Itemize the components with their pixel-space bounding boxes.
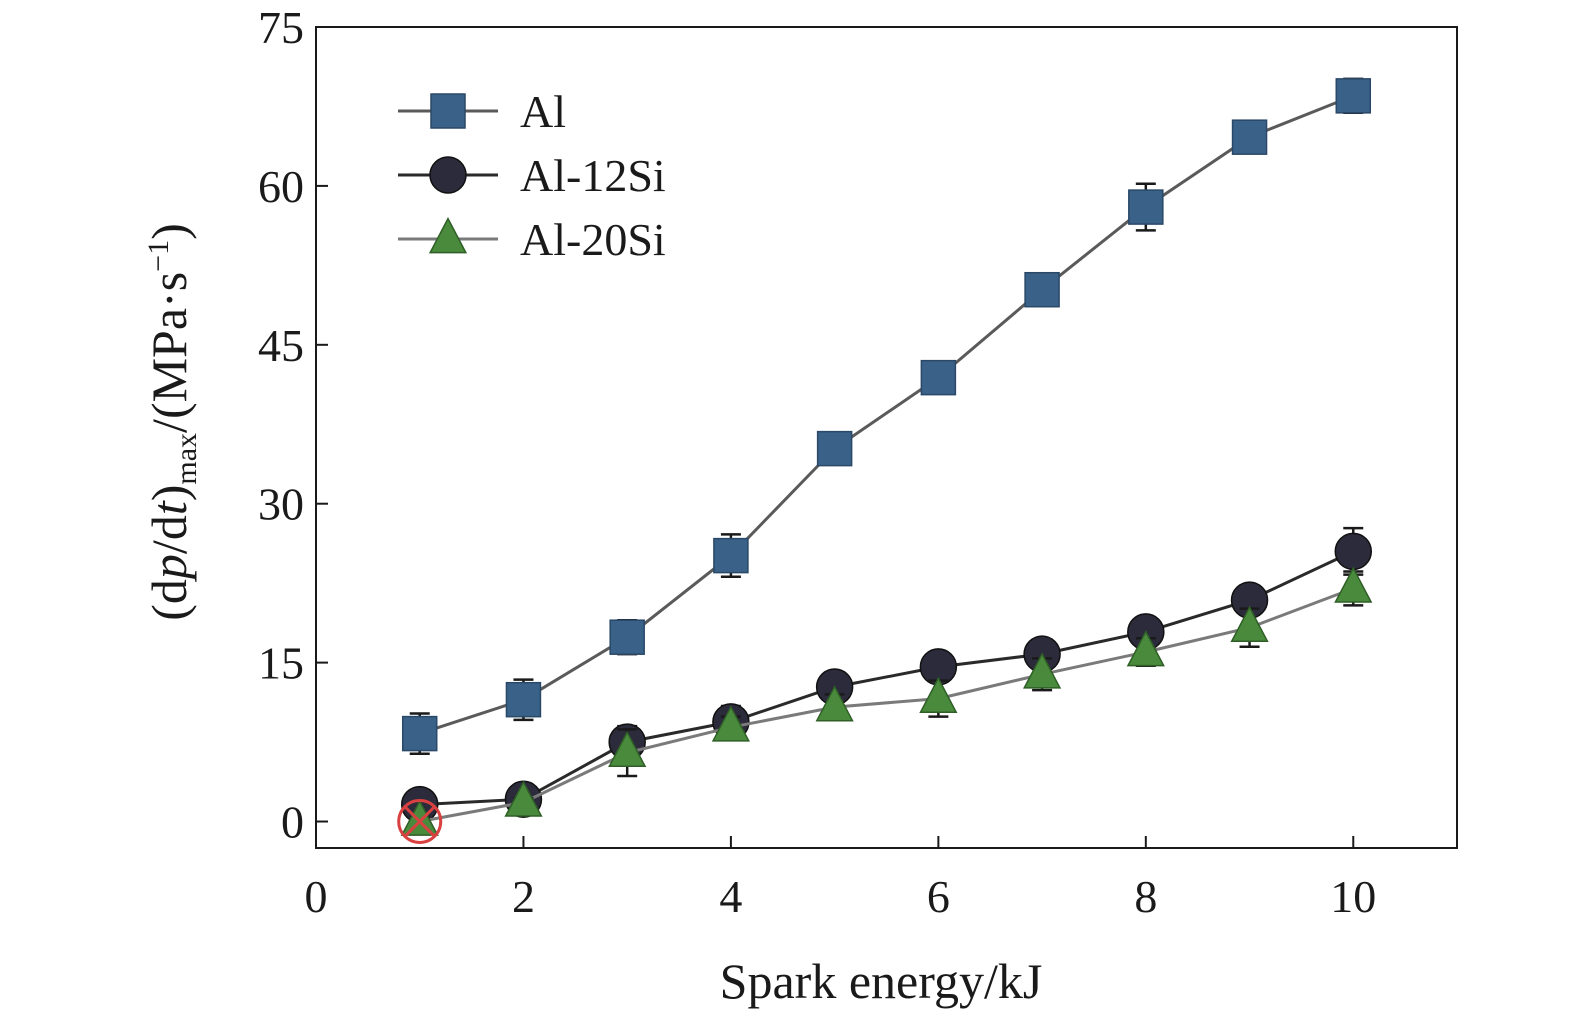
marker-square — [401, 715, 438, 752]
marker-square — [609, 619, 645, 655]
x-axis: 0 2 4 6 8 10 — [305, 836, 1376, 922]
marker-triangle — [711, 705, 750, 742]
marker-triangle — [608, 730, 647, 768]
x-tick-label: 8 — [1134, 871, 1157, 922]
legend-label: Al-20Si — [520, 214, 666, 265]
y-axis-title-superscript: −1 — [142, 240, 175, 272]
y-tick-label: 30 — [258, 479, 304, 530]
legend-item-Al-20Si: Al-20Si — [398, 214, 666, 265]
marker-triangle — [1230, 605, 1269, 643]
marker-triangle — [400, 799, 439, 836]
marker-triangle — [504, 780, 543, 817]
marker-triangle-legend — [428, 216, 468, 254]
series-line — [419, 550, 1354, 807]
x-tick-label: 2 — [512, 871, 535, 922]
marker-square — [1128, 189, 1164, 225]
y-axis-title-units: /(MPa·s — [141, 272, 197, 433]
marker-square — [505, 681, 542, 718]
series-Al-20Si — [400, 566, 1373, 836]
marker-triangle — [815, 685, 854, 722]
marker-triangle — [919, 676, 958, 713]
legend-item-Al-12Si: Al-12Si — [398, 150, 666, 201]
marker-square — [1335, 78, 1372, 114]
y-tick-label: 15 — [258, 638, 304, 689]
y-axis-title: (dp/dt)max/(MPa·s−1) — [141, 223, 203, 620]
y-tick-label: 45 — [258, 320, 304, 371]
marker-triangle — [1023, 652, 1062, 689]
marker-square — [1024, 271, 1060, 308]
marker-square — [816, 430, 853, 467]
y-tick-label: 0 — [281, 797, 304, 848]
series-line — [419, 587, 1354, 823]
series-Al — [401, 77, 1372, 755]
marker-triangle — [1334, 566, 1373, 603]
x-axis-title: Spark energy/kJ — [720, 953, 1043, 1009]
marker-circle-legend — [429, 156, 467, 194]
series-line — [419, 94, 1354, 736]
y-axis-title-end: ) — [141, 223, 197, 240]
annotation-layer — [397, 799, 443, 845]
y-axis: 0 15 30 45 60 75 — [258, 2, 328, 848]
x-tick-label: 6 — [927, 871, 950, 922]
legend-label: Al — [520, 86, 566, 137]
y-axis-title-slash: /d — [141, 515, 197, 554]
y-axis-title-subscript: max — [170, 433, 203, 485]
marker-square-legend — [430, 93, 466, 129]
marker-circle — [1334, 532, 1373, 571]
y-tick-label: 75 — [258, 2, 304, 53]
x-tick-label: 4 — [719, 871, 742, 922]
y-axis-title-t: t — [141, 500, 197, 515]
y-axis-title-close: ) — [141, 485, 197, 502]
legend: Al Al-12Si Al-20Si — [398, 86, 666, 265]
marker-triangle — [1126, 630, 1165, 667]
legend-label: Al-12Si — [520, 150, 666, 201]
x-tick-label: 0 — [305, 871, 328, 922]
marker-square — [920, 359, 957, 396]
y-axis-title-prefix: (d — [141, 579, 197, 621]
series-Al-12Si — [400, 526, 1373, 824]
marker-square — [713, 537, 749, 574]
y-tick-label: 60 — [258, 161, 304, 212]
x-tick-label: 10 — [1330, 871, 1376, 922]
y-axis-title-p: p — [141, 554, 197, 582]
annotation-circle — [397, 799, 443, 845]
plot-frame — [315, 26, 1458, 849]
legend-item-Al: Al — [398, 86, 566, 137]
marker-square — [1231, 119, 1268, 155]
annotation-cross-b — [403, 805, 436, 838]
